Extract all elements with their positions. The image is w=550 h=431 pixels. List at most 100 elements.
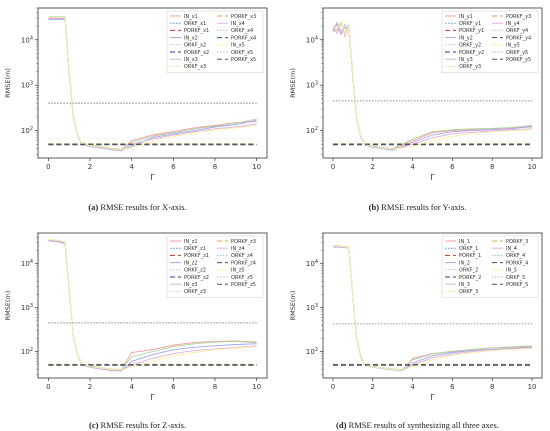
chart-panel-d: 0 2 4 6 8 10 102 103 104 Γ RMSE(m) IN_1 ORKF_1 PORKF_… — [285, 225, 550, 410]
legend-label: ORKF_z3 — [184, 289, 206, 295]
plot-frame — [37, 7, 268, 159]
legend-label: IN_x2 — [184, 35, 198, 41]
legend-label: PORKF_z5 — [231, 282, 256, 288]
y-tick-label: 104 — [21, 259, 33, 268]
legend-label: IN_z1 — [184, 239, 198, 245]
x-tick-label: 4 — [129, 163, 134, 171]
legend-label: IN_z5 — [231, 268, 245, 274]
plot-frame — [37, 232, 268, 379]
caption-c: (c) RMSE results for Z-axis. — [0, 420, 275, 430]
legend-label: ORKF_x3 — [184, 64, 206, 70]
legend-label: PORKF_x5 — [231, 57, 256, 63]
legend-label: PORKF_x3 — [231, 14, 256, 20]
x-tick-label: 4 — [410, 383, 415, 391]
chart-svg: 0 2 4 6 8 10102103104ΓRMSE(m)IN_z1ORKF_z1PORK… — [4, 232, 268, 402]
caption-text: RMSE results for Z-axis. — [100, 420, 187, 430]
y-axis-label: RMSE(m) — [289, 291, 297, 321]
caption-d: (d) RMSE results of synthesizing all thr… — [285, 420, 550, 430]
legend-label: PORKF_y4 — [506, 35, 531, 41]
legend-label: PORKF_x4 — [231, 35, 256, 41]
x-tick-label: 10 — [252, 163, 261, 171]
x-tick-label: 8 — [490, 383, 494, 391]
y-tick-label: 103 — [306, 303, 318, 312]
x-tick-label: 6 — [171, 163, 176, 171]
legend-label: ORKF_y5 — [506, 50, 528, 56]
x-tick-label: 6 — [450, 163, 455, 171]
y-tick-label: 104 — [306, 35, 318, 44]
legend-label: ORKF_x2 — [184, 43, 206, 49]
x-axis-label: Γ — [150, 173, 155, 182]
legend-label: IN_z4 — [231, 246, 245, 252]
legend-label: PORKF_2 — [459, 275, 481, 281]
legend-label: ORKF_z4 — [231, 253, 253, 259]
legend-label: PORKF_y5 — [506, 57, 531, 63]
x-tick-label: 6 — [450, 383, 455, 391]
legend-label: IN_x5 — [231, 43, 245, 49]
chart-panel-c: 0 2 4 6 8 10 102 103 104 Γ RMSE(m) IN_z1 ORKF_z1 PORK… — [0, 225, 275, 410]
x-tick-label: 0 — [331, 163, 335, 171]
x-tick-label: 4 — [129, 383, 134, 391]
x-tick-label: 0 — [331, 383, 335, 391]
legend-label: ORKF_2 — [459, 268, 478, 274]
x-tick-label: 6 — [171, 383, 176, 391]
x-tick-label: 8 — [213, 383, 217, 391]
caption-letter: (c) — [88, 420, 99, 430]
legend-box — [441, 235, 539, 298]
y-tick-label: 103 — [21, 303, 33, 312]
plot-frame — [322, 7, 543, 159]
y-axis-label: RMSE(m) — [4, 68, 12, 98]
legend-label: IN_4 — [506, 246, 517, 252]
legend-label: PORKF_y2 — [459, 50, 484, 56]
x-tick-label: 2 — [371, 163, 375, 171]
legend-label: ORKF_z2 — [184, 268, 206, 274]
series-line — [48, 16, 257, 151]
legend: IN_1ORKF_1PORKF_1IN_2ORKF_2PORKF_2IN_3OR… — [441, 235, 539, 298]
legend-label: ORKF_5 — [506, 275, 525, 281]
y-tick-label: 103 — [306, 81, 318, 90]
legend-label: PORKF_x2 — [184, 50, 209, 56]
y-tick-label: 102 — [306, 126, 318, 135]
plot-frame — [322, 232, 543, 379]
legend-label: PORKF_z1 — [184, 253, 209, 259]
legend-label: ORKF_x1 — [184, 21, 206, 27]
series-line — [332, 23, 533, 151]
chart-panel-a: 0 2 4 6 8 10 102 103 104 Γ RMSE(m) IN_x1 ORKF_x1 PORK… — [0, 0, 275, 190]
legend-label: PORKF_z2 — [184, 275, 209, 281]
legend-label: ORKF_3 — [459, 289, 478, 295]
y-axis-label: RMSE(m) — [289, 68, 297, 98]
legend-label: PORKF_5 — [506, 282, 528, 288]
legend-label: IN_5 — [506, 268, 517, 274]
legend-label: ORKF_4 — [506, 253, 525, 259]
legend-box — [166, 235, 264, 298]
y-tick-label: 102 — [306, 347, 318, 356]
series-line — [332, 19, 533, 150]
x-tick-label: 10 — [252, 383, 261, 391]
legend-label: IN_y1 — [459, 14, 473, 20]
legend-label: IN_3 — [459, 282, 470, 288]
x-tick-label: 8 — [213, 163, 217, 171]
legend-label: IN_y3 — [459, 57, 473, 63]
y-tick-label: 103 — [21, 81, 33, 90]
legend-label: ORKF_z1 — [184, 246, 206, 252]
chart-svg: 0 2 4 6 8 10102103104ΓRMSE(m)IN_y1ORKF_y1PORK… — [289, 7, 543, 182]
x-tick-label: 0 — [46, 383, 50, 391]
legend-label: ORKF_y4 — [506, 28, 528, 34]
caption-letter: (d) — [336, 420, 347, 430]
x-axis-label: Γ — [150, 393, 155, 402]
legend-label: IN_x1 — [184, 14, 198, 20]
caption-b: (b) RMSE results for Y-axis. — [285, 202, 550, 212]
legend-label: IN_2 — [459, 260, 470, 266]
y-tick-label: 102 — [21, 126, 33, 135]
legend-label: ORKF_y3 — [459, 64, 481, 70]
x-tick-label: 0 — [46, 163, 50, 171]
caption-text: RMSE results for X-axis. — [100, 202, 187, 212]
x-tick-label: 2 — [371, 383, 375, 391]
caption-letter: (a) — [88, 202, 99, 212]
caption-text: RMSE results of synthesizing all three a… — [348, 420, 499, 430]
legend-label: IN_y5 — [506, 43, 520, 49]
legend-label: IN_z3 — [184, 282, 198, 288]
